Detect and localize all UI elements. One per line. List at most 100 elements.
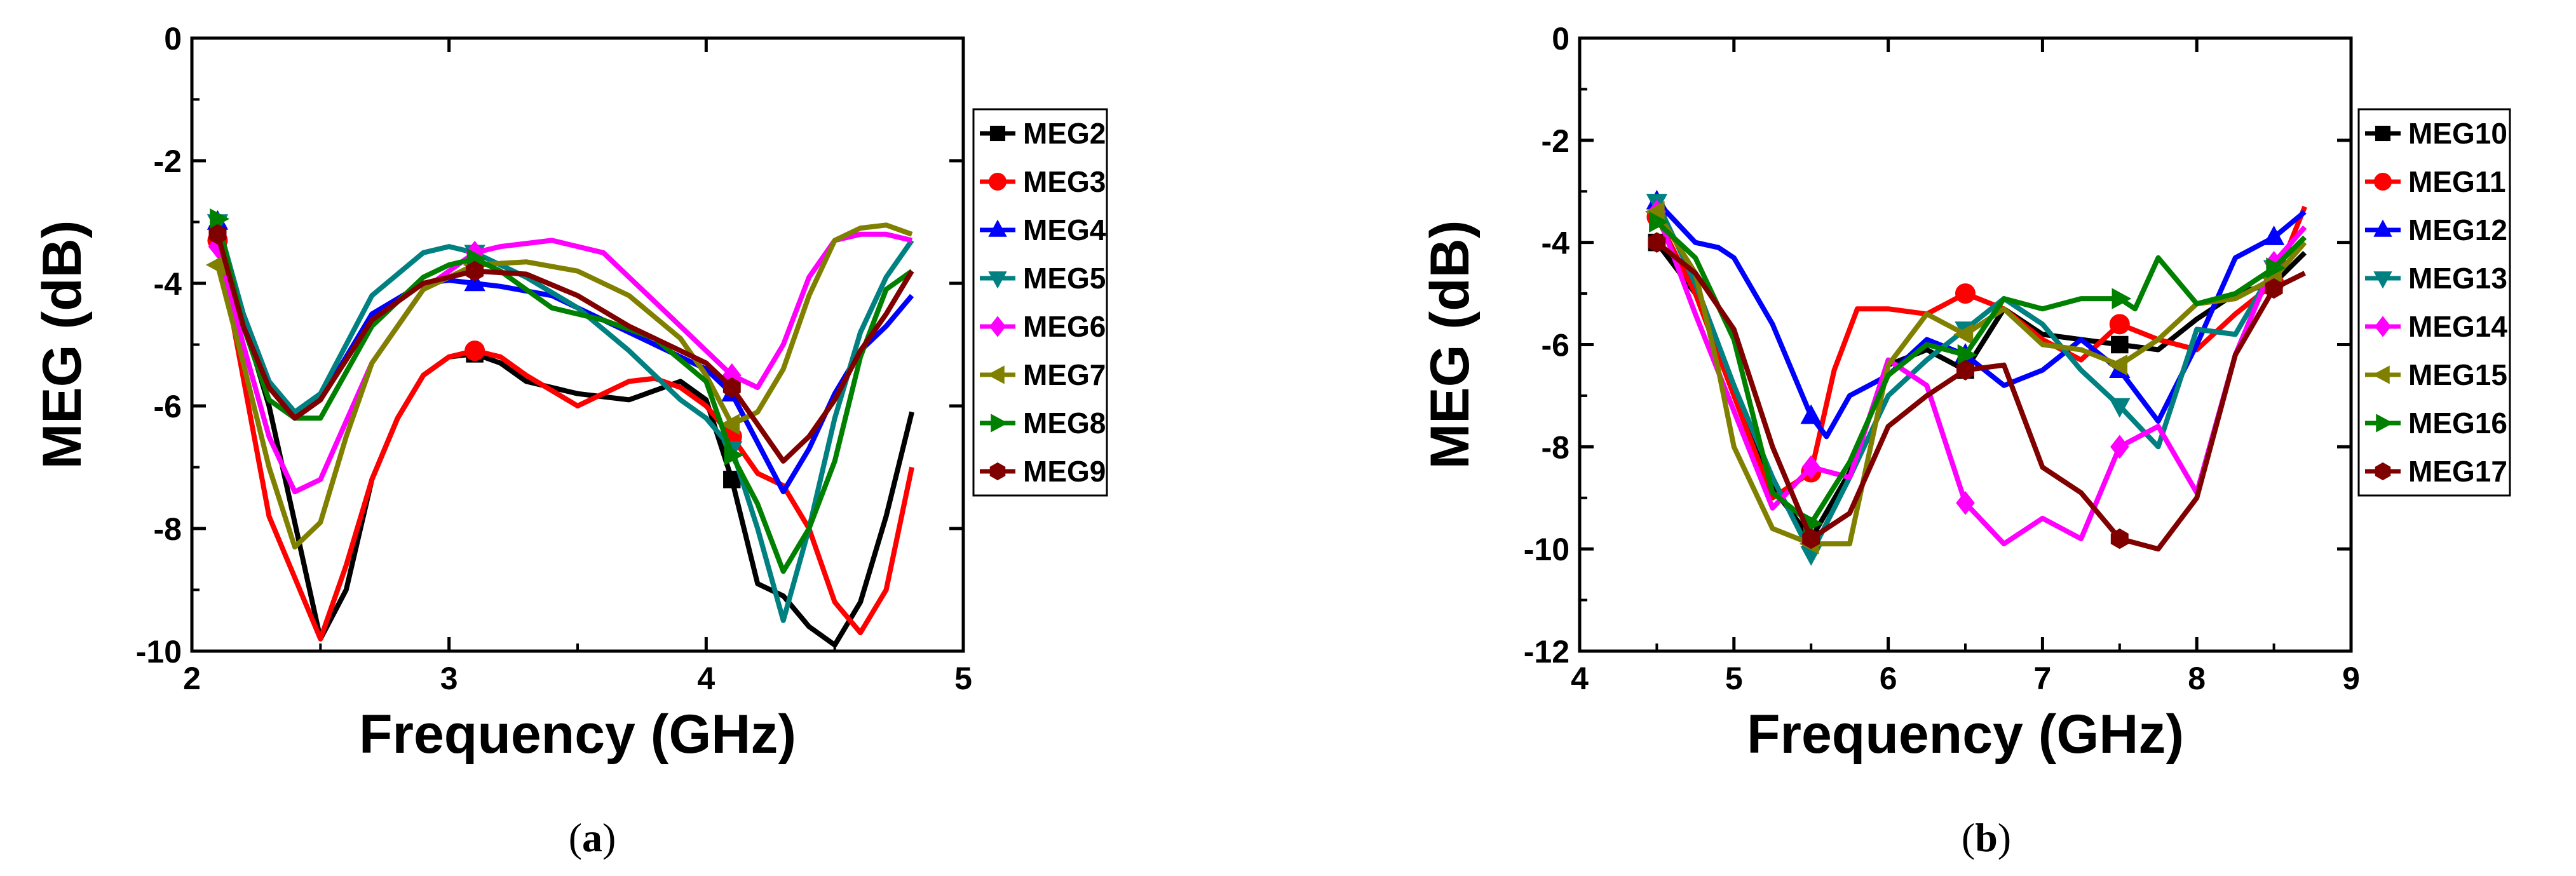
- legend-item-meg14: MEG14: [2365, 310, 2507, 343]
- data-point-meg17: [2265, 278, 2283, 299]
- legend-item-meg3: MEG3: [980, 165, 1106, 198]
- legend-marker: [2374, 173, 2392, 191]
- x-tick-label: 8: [2188, 661, 2206, 696]
- legend-marker: [989, 125, 1006, 142]
- data-point-meg11: [2109, 314, 2130, 335]
- data-point-meg15: [2108, 354, 2128, 376]
- x-tick-label: 7: [2033, 661, 2051, 696]
- legend-label: MEG15: [2408, 358, 2507, 391]
- legend-marker: [989, 173, 1007, 191]
- chart-panel-a: 2 3 4 5 0 -2 -4 -6 -8 -10 Frequency (GHz) MEG (dB) M…: [32, 21, 1108, 860]
- y-tick-label: -6: [154, 389, 182, 424]
- y-axis-title: MEG (dB): [32, 220, 93, 469]
- legend-item-meg16: MEG16: [2365, 407, 2507, 440]
- data-point-meg16: [1649, 211, 1669, 233]
- series-meg4: [207, 210, 914, 495]
- y-tick-label: -8: [1542, 429, 1569, 465]
- data-point-meg9: [466, 260, 484, 281]
- plot-area: [205, 208, 915, 648]
- data-point-meg17: [2110, 528, 2129, 549]
- data-point-meg9: [208, 224, 227, 245]
- x-tick-label: 9: [2342, 661, 2360, 696]
- series-line-meg15: [1655, 210, 2307, 547]
- data-point-meg8: [724, 444, 744, 466]
- data-point-meg12: [2263, 226, 2285, 245]
- legend-label: MEG3: [1023, 165, 1106, 198]
- plot-frame: [190, 36, 965, 653]
- data-point-meg11: [1955, 283, 1976, 304]
- legend-marker: [2375, 316, 2391, 337]
- legend-item-meg7: MEG7: [980, 358, 1106, 391]
- y-tick-label: -2: [154, 144, 182, 179]
- series-line-meg16: [1655, 220, 2307, 526]
- legend-marker: [989, 316, 1006, 337]
- legend-item-meg11: MEG11: [2365, 165, 2505, 198]
- data-point-meg12: [1800, 404, 1822, 424]
- legend-item-meg5: MEG5: [980, 262, 1106, 295]
- panel-caption: (a): [569, 815, 616, 860]
- data-point-meg13: [2109, 398, 2131, 418]
- legend: MEG2 MEG3 MEG4 MEG5 MEG6 MEG7 MEG8 MEG9: [972, 108, 1108, 497]
- legend-item-meg6: MEG6: [980, 310, 1106, 343]
- y-tick-label: 0: [1552, 21, 1569, 57]
- chart-panel-b: 4 5 6 7 8 9 0 -2 -4 -6 -8 -10 -12 Frequency (GHz) MEG …: [1420, 21, 2511, 860]
- legend-label: MEG10: [2408, 117, 2507, 150]
- series-line-meg17: [1655, 240, 2306, 552]
- legend-label: MEG14: [2408, 310, 2507, 343]
- legend-label: MEG9: [1023, 455, 1106, 488]
- series-line-meg5: [215, 221, 914, 623]
- x-tick-label: 5: [954, 661, 972, 696]
- data-point-meg14: [2110, 435, 2129, 459]
- series-meg9: [208, 224, 914, 464]
- x-tick-label: 2: [183, 661, 201, 696]
- x-tick-label: 3: [440, 661, 458, 696]
- legend-label: MEG11: [2408, 165, 2505, 198]
- legend-label: MEG7: [1023, 358, 1106, 391]
- data-point-meg16: [1957, 344, 1977, 366]
- x-tick-label: 6: [1880, 661, 1897, 696]
- legend-label: MEG5: [1023, 262, 1106, 295]
- x-tick-label: 4: [697, 661, 715, 696]
- legend-item-meg9: MEG9: [980, 455, 1106, 488]
- y-tick-label: -4: [1542, 226, 1570, 261]
- series-line-meg7: [215, 222, 913, 549]
- legend-label: MEG12: [2408, 213, 2507, 246]
- data-point-meg14: [1801, 455, 1820, 480]
- legend-label: MEG6: [1023, 310, 1106, 343]
- legend-item-meg4: MEG4: [980, 213, 1106, 246]
- data-point-meg9: [722, 377, 741, 398]
- legend-label: MEG16: [2408, 407, 2507, 440]
- y-tick-label: -10: [1524, 532, 1569, 567]
- legend-marker: [2373, 271, 2392, 289]
- x-tick-label: 5: [1725, 661, 1743, 696]
- series-line-meg8: [215, 218, 914, 574]
- panel-caption: (b): [1962, 815, 2011, 860]
- legend-marker: [2376, 414, 2394, 433]
- data-point-meg17: [1802, 528, 1820, 549]
- data-point-meg4: [464, 271, 485, 292]
- legend-label: MEG13: [2408, 262, 2507, 295]
- data-point-meg14: [1956, 490, 1975, 515]
- series-line-meg3: [215, 239, 915, 642]
- legend-item-meg12: MEG12: [2365, 213, 2507, 246]
- legend-label: MEG8: [1023, 407, 1106, 440]
- legend-item-meg13: MEG13: [2365, 262, 2507, 295]
- data-point-meg8: [210, 208, 230, 230]
- data-point-meg3: [464, 340, 485, 361]
- series-line-meg13: [1654, 200, 2307, 557]
- y-tick-label: -2: [1542, 123, 1569, 159]
- data-point-meg7: [720, 414, 740, 435]
- y-tick-label: -6: [1542, 328, 1569, 363]
- legend-label: MEG4: [1023, 213, 1106, 246]
- x-tick-label: 4: [1571, 661, 1589, 696]
- y-tick-label: -4: [154, 266, 182, 302]
- legend-item-meg17: MEG17: [2365, 455, 2507, 488]
- legend-item-meg10: MEG10: [2365, 117, 2507, 150]
- legend-marker: [988, 219, 1007, 237]
- series-line-meg6: [215, 231, 913, 495]
- series-line-meg9: [215, 233, 914, 464]
- legend-label: MEG17: [2408, 455, 2507, 488]
- legend-marker: [987, 365, 1005, 384]
- legend-marker: [2372, 365, 2390, 384]
